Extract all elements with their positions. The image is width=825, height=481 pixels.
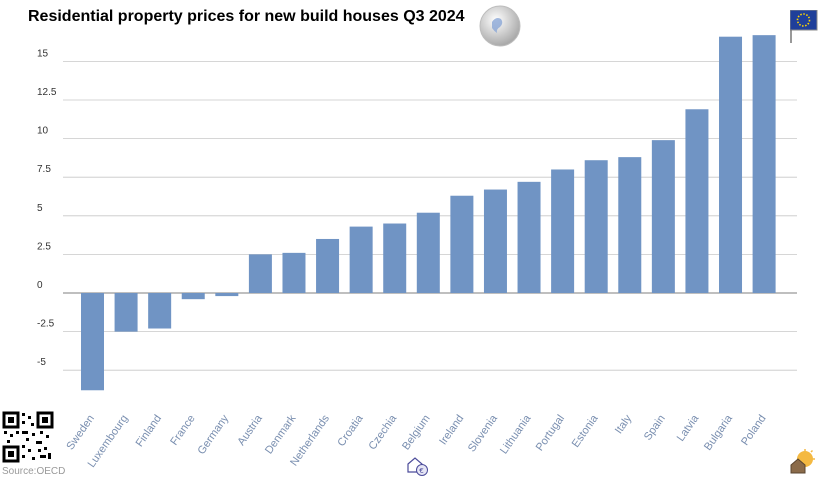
bar-latvia [685, 109, 709, 293]
x-label-estonia: Estonia [570, 412, 601, 450]
x-label-portugal: Portugal [534, 413, 567, 453]
svg-text:€: € [419, 467, 423, 475]
y-tick-label: 15 [37, 48, 49, 59]
y-tick-label: 12.5 [37, 87, 57, 98]
x-label-poland: Poland [739, 413, 768, 448]
x-label-latvia: Latvia [675, 412, 702, 444]
x-label-czechia: Czechia [367, 412, 400, 452]
bar-estonia [584, 160, 608, 293]
bar-spain [651, 140, 675, 293]
bars [81, 35, 776, 391]
globe-icon [479, 5, 521, 47]
x-label-germany: Germany [195, 412, 231, 456]
bar-finland [148, 293, 172, 329]
x-label-france: France [168, 413, 197, 448]
bar-belgium [416, 212, 440, 293]
x-label-italy: Italy [613, 412, 635, 436]
y-tick-label: 5 [37, 203, 43, 214]
bar-luxembourg [114, 293, 138, 332]
x-label-sweden: Sweden [64, 413, 97, 452]
x-label-croatia: Croatia [335, 412, 366, 449]
y-tick-label: -5 [37, 357, 46, 368]
bar-bulgaria [719, 36, 743, 294]
y-tick-label: 7.5 [37, 164, 51, 175]
bar-ireland [450, 195, 474, 293]
bar-italy [618, 157, 642, 293]
bar-slovenia [483, 189, 507, 293]
x-label-finland: Finland [134, 413, 165, 449]
x-label-ireland: Ireland [437, 413, 466, 447]
y-tick-label: 2.5 [37, 241, 51, 252]
y-tick-labels: -5 -2.5 0 2.5 5 7.5 10 12.5 15 [37, 48, 57, 368]
x-label-denmark: Denmark [263, 412, 299, 456]
bar-netherlands [316, 238, 340, 293]
y-tick-label: 10 [37, 126, 49, 137]
bar-lithuania [517, 181, 541, 293]
bar-germany [215, 293, 239, 297]
bar-poland [752, 35, 776, 293]
x-label-spain: Spain [642, 413, 668, 443]
eu-flag-icon [790, 10, 818, 43]
chart-title: Residential property prices for new buil… [28, 8, 465, 25]
bar-austria [248, 254, 272, 293]
x-label-lithuania: Lithuania [498, 412, 534, 456]
bar-croatia [349, 226, 373, 293]
bar-france [181, 293, 205, 300]
qr-code-icon [2, 411, 54, 463]
y-tick-label: 0 [37, 280, 43, 291]
house-euro-icon: € [407, 457, 428, 476]
x-label-belgium: Belgium [400, 413, 433, 452]
house-sun-icon [790, 449, 815, 474]
x-label-bulgaria: Bulgaria [702, 412, 735, 453]
x-label-austria: Austria [235, 412, 265, 448]
x-label-slovenia: Slovenia [466, 412, 501, 454]
bar-czechia [383, 223, 407, 293]
bar-denmark [282, 252, 306, 293]
bar-portugal [551, 169, 575, 293]
bar-sweden [81, 293, 104, 391]
source-note: Source:OECD [2, 466, 66, 477]
y-tick-label: -2.5 [37, 319, 55, 330]
